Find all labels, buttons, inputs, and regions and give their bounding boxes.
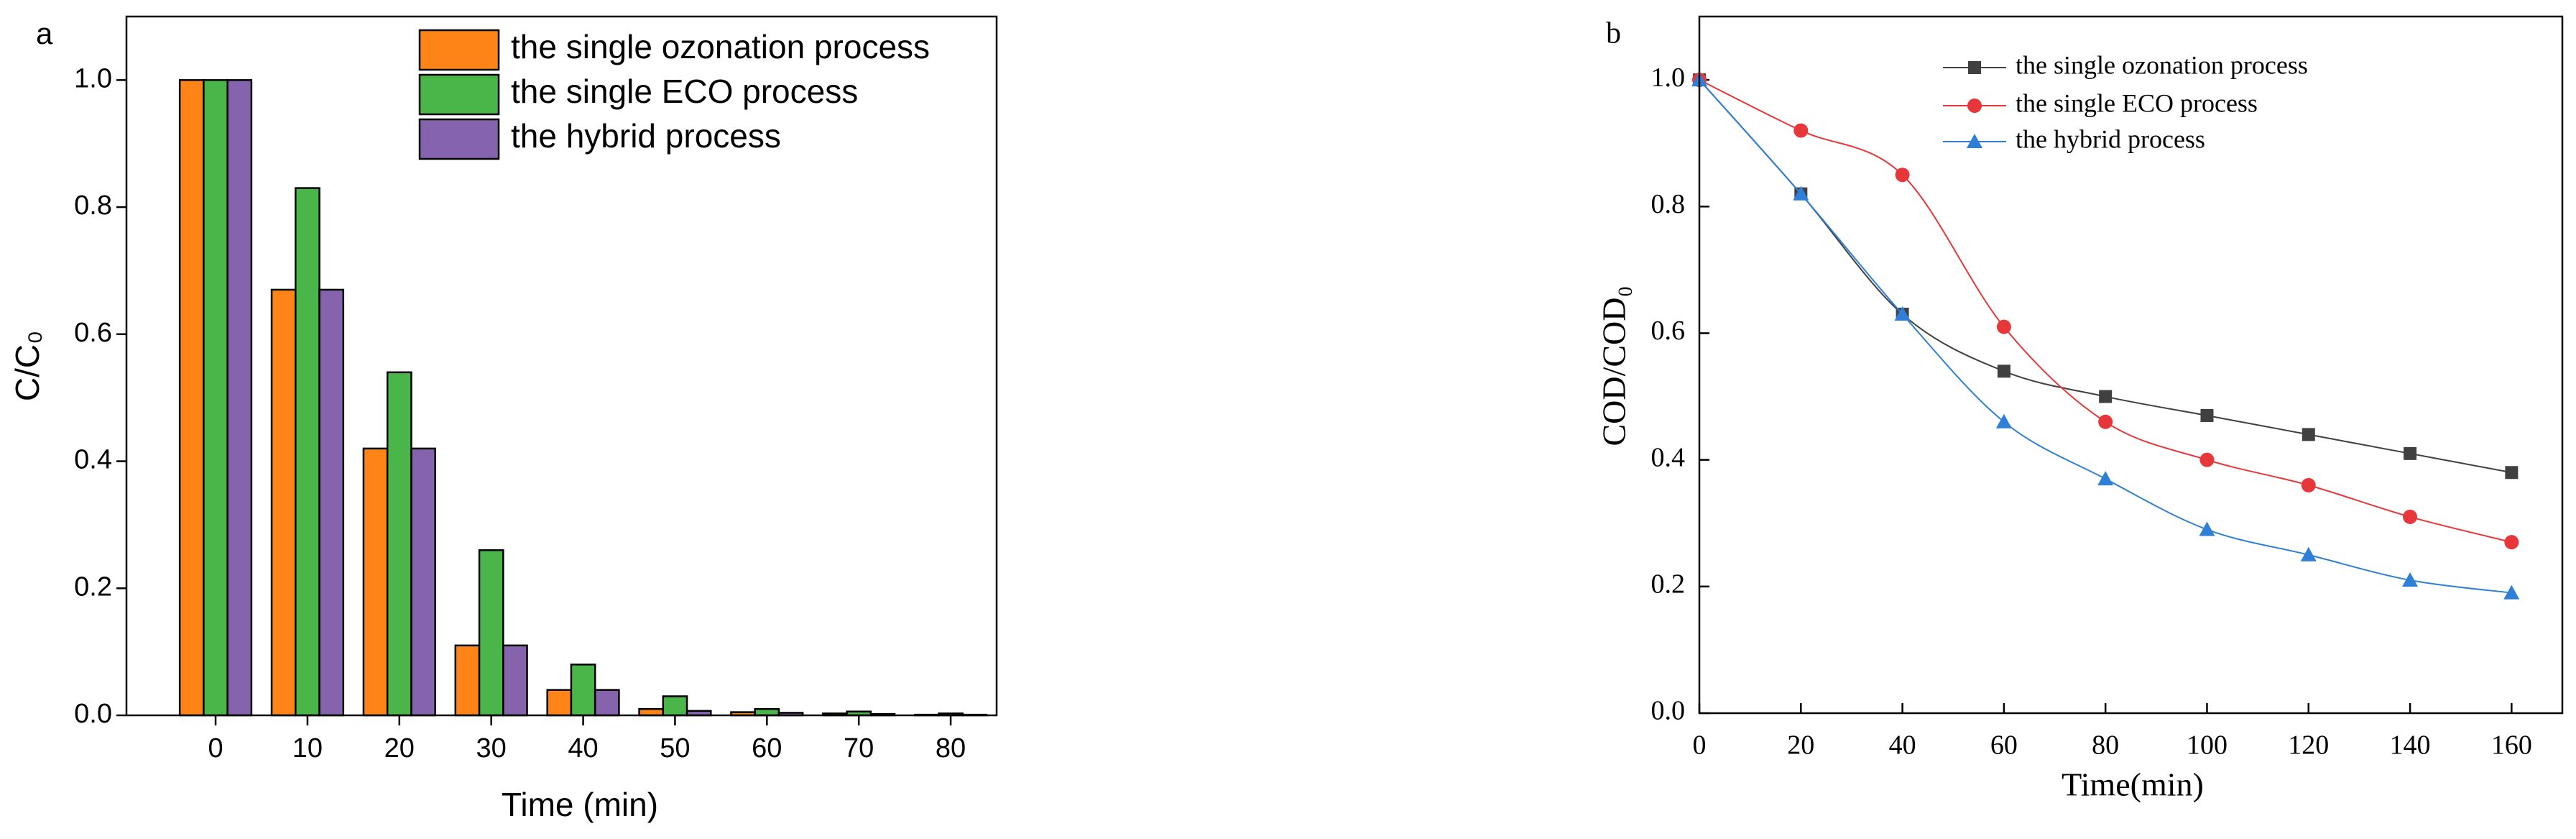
marker	[1967, 134, 1982, 148]
bar	[478, 549, 504, 717]
marker	[2504, 535, 2519, 550]
series-line	[1699, 79, 2512, 544]
bar	[754, 707, 780, 717]
x-tick-label: 140	[2390, 730, 2431, 761]
x-tick-label: 20	[384, 733, 415, 764]
legend-label: the single ozonation process	[511, 28, 930, 65]
panel-label: b	[1606, 17, 1621, 50]
marker	[1996, 319, 2011, 334]
plot-frame	[125, 15, 998, 717]
x-tick-label: 60	[752, 733, 782, 764]
bar	[270, 288, 297, 717]
bar	[178, 79, 205, 717]
bar	[662, 695, 688, 717]
series-line	[1699, 79, 2512, 594]
y-tick-label: 0.8	[74, 191, 112, 221]
x-tick-label: 120	[2288, 730, 2329, 761]
panel-a: a Time (min) C/C₀ 0.0 0.2 0.4 0.6 0.8 1.0 0 10 20 30…	[9, 15, 998, 823]
marker	[1995, 413, 2012, 428]
x-axis-label: Time (min)	[502, 786, 658, 823]
marker	[1793, 123, 1809, 138]
x-tick-label: 0	[208, 733, 223, 764]
marker	[1895, 168, 1910, 183]
marker	[2097, 471, 2114, 486]
bar	[454, 644, 481, 717]
panel-label: a	[36, 17, 53, 50]
legend-label: the single ECO process	[511, 73, 858, 110]
marker	[2404, 446, 2417, 460]
legend-swatch	[418, 73, 500, 116]
panel-b: b Time(min) COD/COD₀ 0.0 0.2 0.4 0.6 0.8 1.0 0 20 4…	[1596, 15, 2564, 803]
legend-label: the hybrid process	[511, 117, 781, 155]
x-tick-label: 30	[476, 733, 507, 764]
bar	[546, 689, 573, 717]
x-tick-label: 70	[844, 733, 874, 764]
marker	[2505, 466, 2519, 480]
y-tick-label: 0.2	[1651, 569, 1686, 600]
y-tick-label: 0.8	[1651, 189, 1686, 219]
y-tick-label: 1.0	[74, 63, 112, 93]
x-axis-label: Time(min)	[2062, 766, 2204, 803]
y-tick-label: 0.0	[74, 699, 112, 729]
bar	[594, 689, 620, 717]
x-tick-label: 160	[2491, 730, 2532, 761]
x-tick-label: 10	[292, 733, 323, 764]
y-tick-label: 0.4	[74, 445, 112, 475]
y-tick-label: 0.6	[1651, 316, 1686, 346]
marker	[1968, 61, 1981, 74]
legend-swatch	[418, 118, 500, 160]
bar	[410, 447, 436, 717]
marker	[2098, 414, 2113, 429]
marker	[2403, 509, 2418, 524]
bar	[203, 79, 228, 717]
bar	[318, 288, 345, 717]
bar	[362, 447, 389, 717]
x-tick-label: 20	[1787, 730, 1814, 761]
legend-label: the single ozonation process	[2016, 50, 2308, 79]
bar	[570, 664, 596, 717]
y-tick-label: 1.0	[1651, 63, 1686, 93]
x-tick-label: 40	[1889, 730, 1916, 761]
marker	[1997, 365, 2011, 378]
x-tick-label: 100	[2187, 730, 2228, 761]
y-tick-label: 0.4	[1651, 442, 1686, 472]
bar	[638, 707, 665, 717]
y-tick-label: 0.6	[74, 318, 112, 348]
marker	[2200, 408, 2214, 422]
marker	[2503, 584, 2520, 600]
plot-frame	[1698, 15, 2564, 715]
x-tick-label: 50	[660, 733, 690, 764]
bar	[502, 644, 528, 717]
x-tick-label: 80	[936, 733, 966, 764]
marker	[2302, 428, 2315, 441]
x-tick-label: 0	[1693, 730, 1707, 761]
y-tick-label: 0.2	[74, 572, 112, 602]
y-tick-label: 0.0	[1651, 696, 1686, 726]
legend-label: the hybrid process	[2016, 124, 2205, 153]
marker	[1793, 185, 1809, 201]
bar	[295, 187, 320, 717]
marker	[2199, 452, 2215, 467]
marker	[1894, 306, 1911, 321]
marker	[2099, 390, 2113, 403]
marker	[1967, 98, 1982, 113]
marker	[2300, 546, 2317, 561]
marker	[2199, 521, 2215, 536]
x-tick-label: 80	[2092, 730, 2119, 761]
bar	[226, 79, 253, 717]
x-tick-label: 60	[1990, 730, 2018, 761]
marker	[2301, 477, 2316, 492]
bar	[386, 371, 412, 717]
y-axis-label: COD/COD₀	[1596, 285, 1633, 446]
y-axis-label: C/C₀	[9, 331, 46, 401]
x-tick-label: 40	[568, 733, 598, 764]
legend-label: the single ECO process	[2016, 88, 2258, 117]
marker	[2402, 572, 2419, 587]
legend-swatch	[418, 29, 500, 71]
